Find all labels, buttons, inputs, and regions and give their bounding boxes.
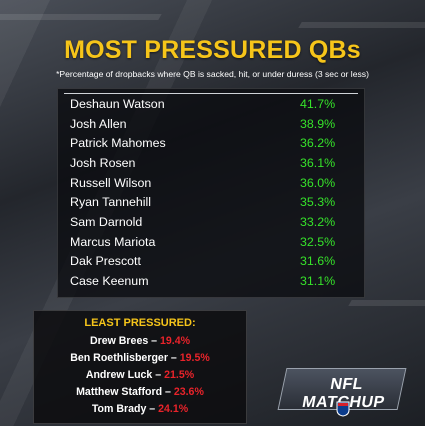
qb-name: Matthew Stafford bbox=[76, 386, 163, 398]
qb-name: Dak Prescott bbox=[70, 254, 141, 268]
list-item: Patrick Mahomes 36.2% bbox=[70, 136, 352, 154]
list-item: Ben Roethlisberger – 19.5% bbox=[70, 352, 210, 364]
qb-name: Drew Brees bbox=[89, 335, 149, 347]
qb-pressure-pct: 24.1% bbox=[158, 403, 189, 415]
qb-name: Marcus Mariota bbox=[70, 235, 156, 249]
qb-pressure-pct: 31.6% bbox=[300, 254, 336, 268]
page-title: MOST PRESSURED QBs bbox=[64, 36, 361, 64]
list-item: Drew Brees – 19.4% bbox=[89, 335, 191, 347]
qb-name: Deshaun Watson bbox=[70, 97, 165, 111]
least-pressured-panel: LEAST PRESSURED: Drew Brees – 19.4% Ben … bbox=[33, 310, 247, 424]
qb-name: Russell Wilson bbox=[70, 176, 152, 190]
list-item: Matthew Stafford – 23.6% bbox=[76, 386, 204, 398]
qb-name: Josh Allen bbox=[70, 117, 127, 131]
list-item: Ryan Tannehill 35.3% bbox=[70, 195, 352, 213]
qb-pressure-pct: 41.7% bbox=[300, 97, 336, 111]
background-stripe bbox=[298, 22, 425, 28]
qb-name: Ben Roethlisberger bbox=[70, 352, 168, 364]
qb-name: Ryan Tannehill bbox=[70, 195, 152, 209]
list-item: Sam Darnold 33.2% bbox=[70, 215, 352, 233]
qb-pressure-pct: 36.1% bbox=[300, 156, 336, 170]
qb-name: Patrick Mahomes bbox=[70, 136, 166, 150]
qb-name: Andrew Luck bbox=[85, 369, 153, 381]
list-item: Russell Wilson 36.0% bbox=[70, 176, 352, 194]
qb-name: Tom Brady bbox=[91, 403, 147, 415]
qb-pressure-pct: 19.4% bbox=[160, 335, 191, 347]
qb-pressure-pct: 38.9% bbox=[300, 117, 336, 131]
qb-name: Sam Darnold bbox=[70, 215, 143, 229]
background-stripe bbox=[348, 300, 425, 306]
list-item: Josh Allen 38.9% bbox=[70, 117, 352, 135]
least-pressured-title: LEAST PRESSURED: bbox=[84, 317, 196, 329]
qb-pressure-pct: 21.5% bbox=[164, 369, 195, 381]
background-stripe bbox=[0, 14, 162, 20]
panel-divider bbox=[64, 93, 358, 94]
qb-pressure-pct: 31.1% bbox=[300, 274, 336, 288]
list-item: Marcus Mariota 32.5% bbox=[70, 235, 352, 253]
list-item: Andrew Luck – 21.5% bbox=[85, 369, 195, 381]
qb-pressure-pct: 32.5% bbox=[300, 235, 336, 249]
qb-pressure-pct: 36.2% bbox=[300, 136, 336, 150]
qb-pressure-pct: 19.5% bbox=[179, 352, 210, 364]
list-item: Tom Brady – 24.1% bbox=[91, 403, 189, 415]
qb-name: Case Keenum bbox=[70, 274, 149, 288]
nfl-shield-icon bbox=[336, 401, 350, 417]
qb-pressure-pct: 35.3% bbox=[300, 195, 336, 209]
list-item: Josh Rosen 36.1% bbox=[70, 156, 352, 174]
list-item: Dak Prescott 31.6% bbox=[70, 254, 352, 272]
most-pressured-panel: Deshaun Watson 41.7% Josh Allen 38.9% Pa… bbox=[57, 88, 365, 298]
list-item: Case Keenum 31.1% bbox=[70, 274, 352, 292]
qb-name: Josh Rosen bbox=[70, 156, 136, 170]
qb-pressure-pct: 23.6% bbox=[173, 386, 204, 398]
qb-pressure-pct: 36.0% bbox=[300, 176, 336, 190]
list-item: Deshaun Watson 41.7% bbox=[70, 97, 352, 115]
page-subtitle: *Percentage of dropbacks where QB is sac… bbox=[56, 69, 369, 79]
qb-pressure-pct: 33.2% bbox=[300, 215, 336, 229]
